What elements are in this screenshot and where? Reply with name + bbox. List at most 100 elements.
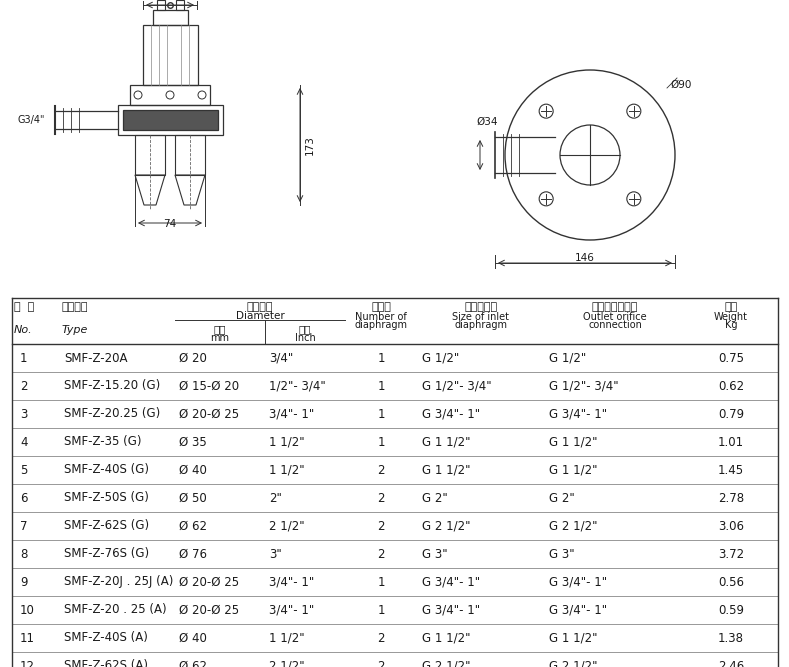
Text: 进气口尺寸: 进气口尺寸	[465, 302, 498, 312]
Bar	[135, 135, 165, 175]
Text: Ø 76: Ø 76	[179, 548, 207, 560]
Bar	[176, 0, 184, 10]
Text: G 1/2": G 1/2"	[422, 352, 459, 364]
Text: G 3/4"- 1": G 3/4"- 1"	[549, 408, 607, 420]
Text: SMF-Z-62S (A): SMF-Z-62S (A)	[64, 660, 148, 667]
Text: G 1/2": G 1/2"	[549, 352, 586, 364]
Text: Ø34: Ø34	[477, 117, 498, 127]
Text: 1: 1	[377, 408, 385, 420]
Text: Ø 20: Ø 20	[179, 352, 207, 364]
Text: 2 1/2": 2 1/2"	[269, 520, 305, 532]
Text: 173: 173	[305, 135, 315, 155]
Text: 1: 1	[20, 352, 28, 364]
Text: 2.78: 2.78	[718, 492, 744, 504]
Text: SMF-Z-15.20 (G): SMF-Z-15.20 (G)	[64, 380, 160, 392]
Text: 2 1/2": 2 1/2"	[269, 660, 305, 667]
Text: 8: 8	[20, 548, 28, 560]
Text: 11: 11	[20, 632, 35, 644]
Bar	[123, 110, 218, 130]
Text: 公称通径: 公称通径	[247, 302, 273, 312]
Text: 7: 7	[20, 520, 28, 532]
Text: SMF-Z-40S (A): SMF-Z-40S (A)	[64, 632, 148, 644]
Text: G 1 1/2": G 1 1/2"	[422, 464, 470, 476]
Text: G 2 1/2": G 2 1/2"	[422, 520, 470, 532]
Text: 2: 2	[377, 660, 385, 667]
Bar	[153, 10, 188, 25]
Text: G 3/4"- 1": G 3/4"- 1"	[422, 408, 481, 420]
Text: diaphragm: diaphragm	[454, 320, 507, 330]
Text: 2.46: 2.46	[718, 660, 744, 667]
Text: G 1/2"- 3/4": G 1/2"- 3/4"	[422, 380, 492, 392]
Text: G 2": G 2"	[422, 492, 447, 504]
Text: Ø 62: Ø 62	[179, 660, 207, 667]
Text: G 3/4"- 1": G 3/4"- 1"	[549, 576, 607, 588]
Text: G 3": G 3"	[422, 548, 447, 560]
Text: Outlet orifice: Outlet orifice	[583, 312, 647, 322]
Text: Ø90: Ø90	[670, 80, 691, 90]
Text: mm: mm	[211, 333, 230, 343]
Text: 3: 3	[20, 408, 28, 420]
Text: 英制: 英制	[299, 324, 311, 334]
Text: 0.75: 0.75	[718, 352, 744, 364]
Text: G 1 1/2": G 1 1/2"	[422, 632, 470, 644]
Text: SMF-Z-76S (G): SMF-Z-76S (G)	[64, 548, 149, 560]
Text: SMF-Z-50S (G): SMF-Z-50S (G)	[64, 492, 149, 504]
Text: G 2": G 2"	[549, 492, 574, 504]
Text: 3.06: 3.06	[718, 520, 744, 532]
Text: Ø 62: Ø 62	[179, 520, 207, 532]
Text: 2: 2	[20, 380, 28, 392]
Text: Type: Type	[62, 325, 88, 335]
Text: 9: 9	[20, 576, 28, 588]
Text: 2: 2	[377, 548, 385, 560]
Text: 型号规格: 型号规格	[62, 302, 88, 312]
Text: 3/4"- 1": 3/4"- 1"	[269, 408, 314, 420]
Text: 3/4": 3/4"	[269, 352, 294, 364]
Bar	[157, 0, 165, 10]
Text: 2: 2	[377, 464, 385, 476]
Text: G 1 1/2": G 1 1/2"	[549, 632, 597, 644]
Text: Ø 35: Ø 35	[179, 436, 207, 448]
Text: 146: 146	[575, 253, 595, 263]
Text: 1 1/2": 1 1/2"	[269, 436, 305, 448]
Text: 1: 1	[377, 576, 385, 588]
Text: SMF-Z-20A: SMF-Z-20A	[64, 352, 128, 364]
Bar	[175, 135, 205, 175]
Text: 1 1/2": 1 1/2"	[269, 464, 305, 476]
Text: Size of inlet: Size of inlet	[453, 312, 510, 322]
Text: G 3": G 3"	[549, 548, 574, 560]
Text: 74: 74	[163, 219, 177, 229]
Text: 1.01: 1.01	[718, 436, 744, 448]
Text: G 2 1/2": G 2 1/2"	[422, 660, 470, 667]
Text: 1/2"- 3/4": 1/2"- 3/4"	[269, 380, 326, 392]
Text: G 3/4"- 1": G 3/4"- 1"	[422, 576, 481, 588]
Bar	[143, 25, 198, 85]
Text: G 1/2"- 3/4": G 1/2"- 3/4"	[549, 380, 619, 392]
Text: SMF-Z-35 (G): SMF-Z-35 (G)	[64, 436, 141, 448]
Text: Ø 40: Ø 40	[179, 464, 207, 476]
Text: 序  号: 序 号	[14, 302, 34, 312]
Text: No.: No.	[14, 325, 32, 335]
Text: Inch: Inch	[294, 333, 316, 343]
Text: 0.59: 0.59	[718, 604, 744, 616]
Text: SMF-Z-62S (G): SMF-Z-62S (G)	[64, 520, 149, 532]
Text: Ø 20-Ø 25: Ø 20-Ø 25	[179, 408, 239, 420]
Text: Ø 20-Ø 25: Ø 20-Ø 25	[179, 576, 239, 588]
Text: 1 1/2": 1 1/2"	[269, 632, 305, 644]
Text: SMF-Z-20J . 25J (A): SMF-Z-20J . 25J (A)	[64, 576, 174, 588]
Bar	[130, 85, 210, 105]
Text: Weight: Weight	[714, 312, 748, 322]
Text: G 2 1/2": G 2 1/2"	[549, 660, 597, 667]
Text: Kg: Kg	[725, 320, 737, 330]
Text: 2: 2	[377, 632, 385, 644]
Text: SMF-Z-20.25 (G): SMF-Z-20.25 (G)	[64, 408, 160, 420]
Text: 2: 2	[377, 492, 385, 504]
Text: G 1 1/2": G 1 1/2"	[422, 436, 470, 448]
Text: Ø 20-Ø 25: Ø 20-Ø 25	[179, 604, 239, 616]
Text: 公制: 公制	[214, 324, 226, 334]
Text: 3": 3"	[269, 548, 282, 560]
Text: 1: 1	[377, 436, 385, 448]
Text: Ø 40: Ø 40	[179, 632, 207, 644]
Text: G 3/4"- 1": G 3/4"- 1"	[549, 604, 607, 616]
Text: 5: 5	[20, 464, 28, 476]
Text: 2": 2"	[269, 492, 282, 504]
